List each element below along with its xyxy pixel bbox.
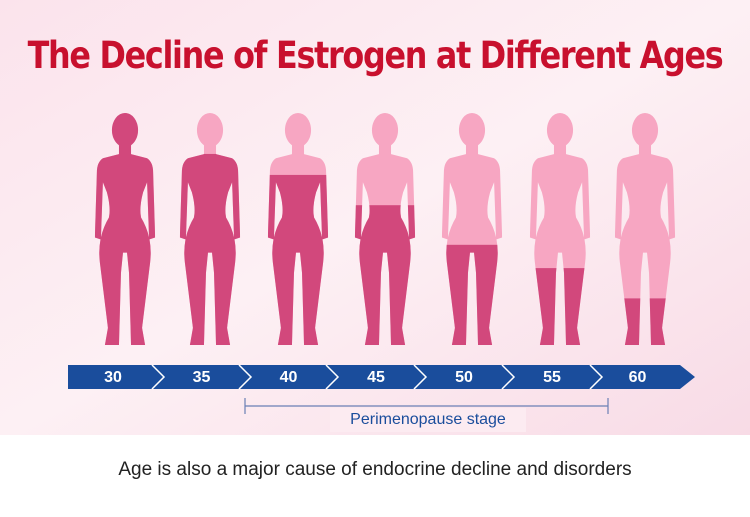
chevron bbox=[238, 364, 253, 390]
caption: Age is also a major cause of endocrine d… bbox=[118, 459, 631, 480]
age-label: 35 bbox=[193, 369, 211, 386]
footer-background bbox=[0, 435, 750, 517]
chevron bbox=[501, 364, 516, 390]
stage-label-bg bbox=[330, 408, 526, 432]
chevron bbox=[589, 364, 604, 390]
age-label: 50 bbox=[455, 369, 473, 386]
chevron bbox=[151, 364, 166, 390]
age-label: 55 bbox=[543, 369, 561, 386]
chevron bbox=[325, 364, 340, 390]
age-label: 30 bbox=[104, 369, 122, 386]
age-labels: 30 35 40 45 50 55 60 bbox=[104, 364, 647, 390]
age-label: 40 bbox=[280, 369, 298, 386]
chevron bbox=[413, 364, 428, 390]
age-label: 60 bbox=[629, 369, 647, 386]
age-arrow bbox=[68, 365, 695, 389]
title: The Decline of Estrogen at Different Age… bbox=[28, 35, 723, 78]
age-label: 45 bbox=[367, 369, 385, 386]
stage-label: Perimenopause stage bbox=[350, 411, 506, 428]
